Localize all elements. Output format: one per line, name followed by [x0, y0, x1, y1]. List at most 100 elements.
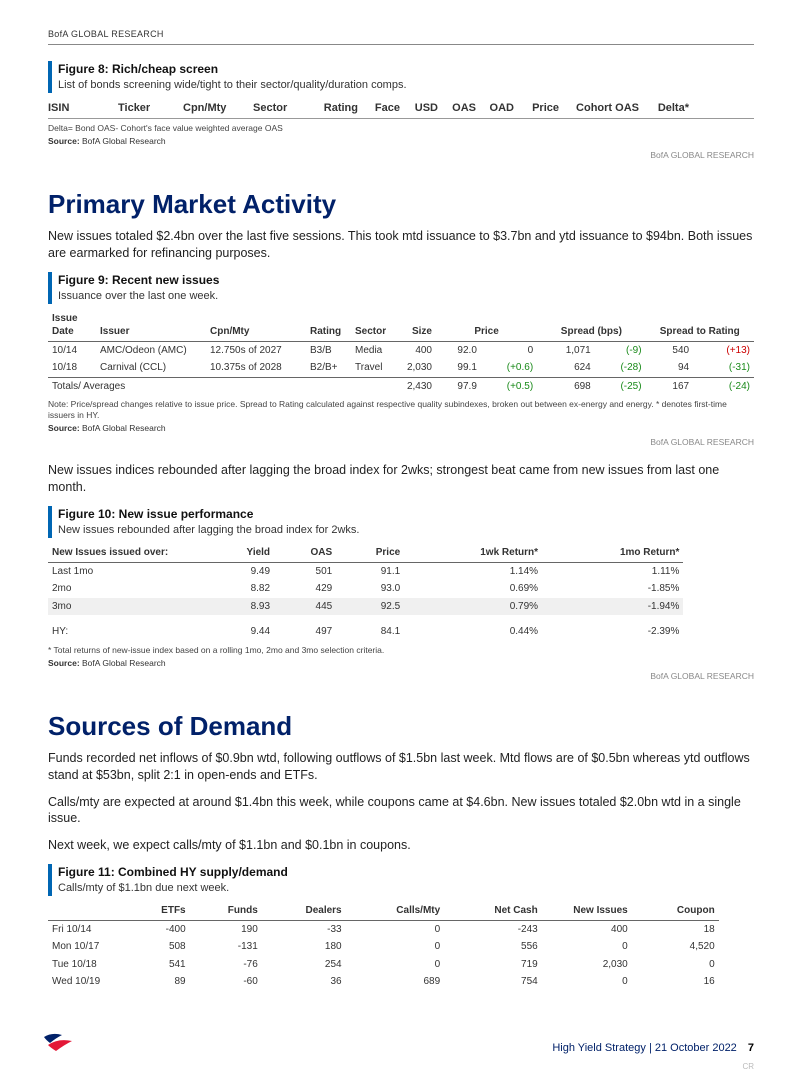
cell-cpn: 10.375s of 2028 [206, 359, 306, 377]
cell-price: 92.5 [336, 598, 404, 616]
cell-spread: 698 [537, 377, 595, 395]
hdr-yield: Yield [208, 544, 274, 562]
cell-etfs: 89 [128, 973, 190, 991]
sources-heading: Sources of Demand [48, 709, 754, 744]
cell-price-chg: 0 [481, 341, 537, 359]
cell-funds: -60 [190, 973, 262, 991]
cell-price: 91.1 [336, 562, 404, 580]
cell-day: Tue 10/18 [48, 956, 128, 974]
cell-spread: 624 [537, 359, 595, 377]
cell-price: 99.1 [436, 359, 481, 377]
hdr-period: New Issues issued over: [48, 544, 208, 562]
figure-9-note: Note: Price/spread changes relative to i… [48, 399, 754, 421]
figure-9-attr: BofA GLOBAL RESEARCH [48, 437, 754, 448]
table-row: Mon 10/17508-131180055604,520 [48, 938, 719, 956]
cell-sr-chg: (+13) [693, 341, 754, 359]
cell-sr: 94 [646, 359, 694, 377]
table-row: 10/14AMC/Odeon (AMC)12.750s of 2027B3/BM… [48, 341, 754, 359]
hdr-price: Price [436, 310, 537, 342]
cell-oas: 501 [274, 562, 336, 580]
cell-price-chg: (+0.6) [481, 359, 537, 377]
figure-11: Figure 11: Combined HY supply/demand Cal… [48, 864, 754, 991]
cell-spread-chg: (-9) [595, 341, 646, 359]
table-row: Tue 10/18541-7625407192,0300 [48, 956, 719, 974]
figure-10-subtitle: New issues rebounded after lagging the b… [58, 523, 754, 538]
hdr-spread: Spread (bps) [537, 310, 645, 342]
cell-cpn: 12.750s of 2027 [206, 341, 306, 359]
hdr-issue-date: Issue Date [48, 310, 96, 342]
cell-period: 2mo [48, 580, 208, 598]
figure-9: Figure 9: Recent new issues Issuance ove… [48, 272, 754, 449]
table-row: 2mo8.8242993.00.69%-1.85% [48, 580, 683, 598]
cell-new: 0 [542, 973, 632, 991]
cell-sector: Media [351, 341, 396, 359]
hdr-rating: Rating [306, 310, 351, 342]
cell-totals-label: Totals/ Averages [48, 377, 396, 395]
col-ticker: Ticker [118, 101, 173, 116]
cell-day: Fri 10/14 [48, 920, 128, 938]
hdr-funds: Funds [190, 902, 262, 920]
cell-new: 0 [542, 938, 632, 956]
cell-calls: 0 [346, 956, 445, 974]
hdr-coupon: Coupon [632, 902, 719, 920]
table-row: Last 1mo9.4950191.11.14%1.11% [48, 562, 683, 580]
table-row: 3mo8.9344592.50.79%-1.94% [48, 598, 683, 616]
col-rating: Rating [313, 101, 358, 116]
cell-dealers: 36 [262, 973, 346, 991]
table-hy-row: HY:9.4449784.10.44%-2.39% [48, 623, 683, 641]
cell-period: 3mo [48, 598, 208, 616]
page-header: BofA GLOBAL RESEARCH [48, 28, 754, 45]
cell-sr-chg: (-24) [693, 377, 754, 395]
footer-cr: CR [48, 1062, 754, 1073]
cell-net: 754 [444, 973, 542, 991]
cell-date: 10/14 [48, 341, 96, 359]
figure-10-title: Figure 10: New issue performance [58, 506, 754, 522]
cell-mo: -1.94% [542, 598, 683, 616]
bofa-logo-icon [42, 1031, 78, 1058]
col-cohort: Cohort OAS [569, 101, 639, 116]
cell-oas: 429 [274, 580, 336, 598]
cell-yield: 9.49 [208, 562, 274, 580]
hdr-sector: Sector [351, 310, 396, 342]
hdr-issuer: Issuer [96, 310, 206, 342]
cell-day: Wed 10/19 [48, 973, 128, 991]
hdr-cpn: Cpn/Mty [206, 310, 306, 342]
figure-9-table: Issue Date Issuer Cpn/Mty Rating Sector … [48, 310, 754, 396]
cell-net: 556 [444, 938, 542, 956]
hdr-spread-rating: Spread to Rating [646, 310, 754, 342]
footer-doc: High Yield Strategy | 21 October 2022 [552, 1042, 736, 1054]
hdr-oas: OAS [274, 544, 336, 562]
col-price: Price [524, 101, 559, 116]
hdr-day [48, 902, 128, 920]
col-delta: Delta* [649, 101, 689, 116]
cell-date: 10/18 [48, 359, 96, 377]
figure-10-attr: BofA GLOBAL RESEARCH [48, 671, 754, 682]
cell-new: 2,030 [542, 956, 632, 974]
col-oad: OAD [486, 101, 514, 116]
spacer-row [48, 615, 683, 623]
col-usd: USD [410, 101, 438, 116]
figure-8-note: Delta= Bond OAS- Cohort's face value wei… [48, 123, 754, 134]
cell-sr: 540 [646, 341, 694, 359]
table-row: Fri 10/14-400190-330-24340018 [48, 920, 719, 938]
cell-coupon: 0 [632, 956, 719, 974]
cell-coupon: 18 [632, 920, 719, 938]
new-issue-body: New issues indices rebounded after laggi… [48, 462, 754, 496]
figure-8-subtitle: List of bonds screening wide/tight to th… [58, 78, 754, 93]
cell-dealers: -33 [262, 920, 346, 938]
cell-price: 92.0 [436, 341, 481, 359]
figure-9-title: Figure 9: Recent new issues [58, 272, 754, 288]
cell-yield: 8.93 [208, 598, 274, 616]
hdr-net: Net Cash [444, 902, 542, 920]
sources-p2: Calls/mty are expected at around $1.4bn … [48, 794, 754, 828]
cell-coupon: 4,520 [632, 938, 719, 956]
cell-dealers: 180 [262, 938, 346, 956]
figure-8-columns: ISIN Ticker Cpn/Mty Sector Rating Face U… [48, 99, 754, 119]
cell-rating: B2/B+ [306, 359, 351, 377]
figure-8: Figure 8: Rich/cheap screen List of bond… [48, 61, 754, 161]
table-header-row: ETFs Funds Dealers Calls/Mty Net Cash Ne… [48, 902, 719, 920]
cell-calls: 0 [346, 920, 445, 938]
cell-hy-label: HY: [48, 623, 208, 641]
figure-11-head: Figure 11: Combined HY supply/demand Cal… [48, 864, 754, 896]
cell-new: 400 [542, 920, 632, 938]
